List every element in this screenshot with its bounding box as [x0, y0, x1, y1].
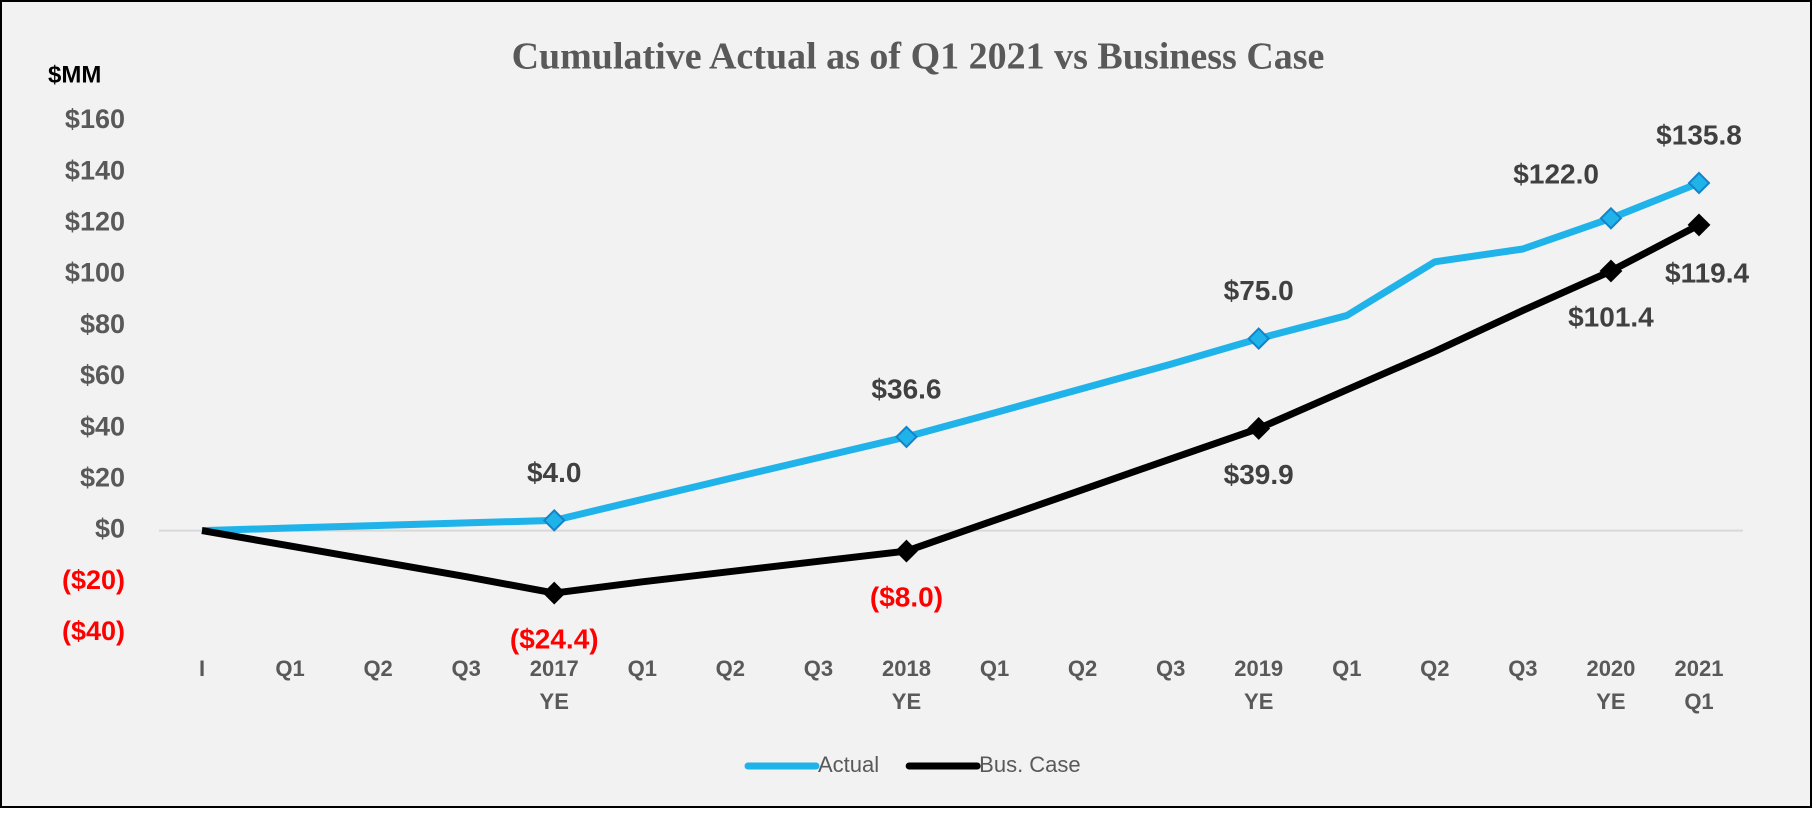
y-tick-label: $0 [95, 514, 125, 544]
data-marker [542, 581, 566, 605]
data-label: $4.0 [527, 457, 582, 488]
data-label: $122.0 [1513, 159, 1599, 190]
data-label: $135.8 [1656, 119, 1742, 150]
x-tick-label: Q3 [804, 656, 833, 681]
data-label: ($8.0) [870, 581, 943, 612]
data-marker [1599, 259, 1623, 283]
y-tick-label: ($40) [62, 616, 125, 646]
data-label: $101.4 [1568, 301, 1654, 332]
y-tick-label: $160 [65, 104, 125, 134]
y-tick-label: $120 [65, 207, 125, 237]
x-tick-label: Q1 [1332, 656, 1361, 681]
x-tick-label: Q2 [363, 656, 392, 681]
data-label: $39.9 [1224, 459, 1294, 490]
x-tick-label: 2019 [1234, 656, 1283, 681]
x-tick-label: Q1 [980, 656, 1009, 681]
chart-title: Cumulative Actual as of Q1 2021 vs Busin… [512, 36, 1325, 78]
legend-label: Actual [818, 752, 879, 777]
data-marker [895, 425, 918, 449]
x-tick-label: Q2 [716, 656, 745, 681]
x-tick-label: YE [1596, 689, 1625, 714]
x-tick-label: YE [540, 689, 569, 714]
x-tick-label: Q3 [1508, 656, 1537, 681]
data-marker [1247, 327, 1271, 351]
y-tick-label: $80 [80, 309, 125, 339]
data-label: $119.4 [1665, 257, 1750, 288]
x-tick-label: Q1 [628, 656, 657, 681]
series-line [201, 221, 1701, 597]
x-tick-label: I [199, 656, 205, 681]
x-tick-label: 2020 [1586, 656, 1635, 681]
x-tick-label: YE [1244, 689, 1273, 714]
x-tick-label: 2018 [882, 656, 931, 681]
data-label: ($24.4) [510, 623, 599, 654]
data-label: $36.6 [871, 373, 941, 404]
legend-label: Bus. Case [979, 752, 1081, 777]
series-line [201, 179, 1701, 535]
y-tick-label: $40 [80, 411, 125, 441]
data-marker [1687, 213, 1711, 237]
y-tick-label: $140 [65, 155, 125, 185]
y-tick-label: $100 [65, 258, 125, 288]
x-tick-label: Q3 [451, 656, 480, 681]
y-tick-label: $60 [80, 360, 125, 390]
x-tick-label: Q1 [275, 656, 304, 681]
x-tick-label: Q2 [1420, 656, 1449, 681]
data-label: $75.0 [1224, 275, 1294, 306]
x-tick-label: 2021 [1675, 656, 1724, 681]
data-marker [1247, 417, 1271, 440]
x-tick-label: Q1 [1684, 689, 1713, 714]
x-tick-label: Q3 [1156, 656, 1185, 681]
data-marker [1599, 206, 1623, 230]
data-marker [542, 508, 566, 532]
x-tick-label: 2017 [530, 656, 579, 681]
y-tick-label: ($20) [62, 565, 125, 595]
y-tick-label: $20 [80, 463, 125, 493]
data-marker [895, 539, 918, 563]
data-marker [1687, 171, 1711, 195]
x-tick-label: Q2 [1068, 656, 1097, 681]
x-tick-label: YE [892, 689, 921, 714]
y-axis-label: $MM [48, 61, 101, 88]
